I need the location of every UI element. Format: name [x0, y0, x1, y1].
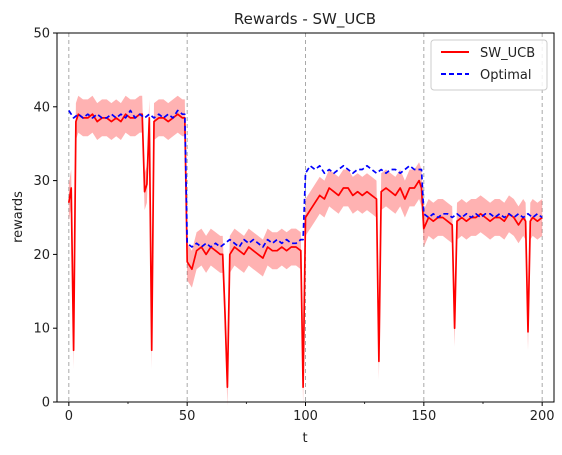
- chart-title: Rewards - SW_UCB: [234, 10, 376, 29]
- y-axis-label: rewards: [11, 191, 26, 243]
- y-tick-label: 20: [33, 248, 50, 263]
- legend-label-optimal: Optimal: [480, 68, 531, 83]
- series-line-optimal: [68, 109, 543, 248]
- x-tick-label: 150: [411, 409, 436, 424]
- legend-label-sw-ucb: SW_UCB: [480, 46, 535, 61]
- y-tick-label: 40: [33, 100, 50, 115]
- legend: SW_UCB Optimal: [430, 39, 548, 91]
- axis-ticks: 0 50 100 150 200 0 10 20 30 40 50: [33, 27, 554, 425]
- series-line-sw-ucb: [67, 113, 543, 389]
- plot-area: [67, 33, 543, 406]
- x-tick-label: 50: [179, 409, 196, 424]
- x-tick-label: 0: [65, 409, 73, 424]
- y-tick-label: 30: [33, 174, 50, 189]
- y-tick-label: 50: [33, 27, 50, 42]
- x-tick-label: 200: [530, 409, 555, 424]
- y-tick-label: 0: [42, 396, 50, 411]
- x-tick-label: 100: [293, 409, 318, 424]
- x-axis-label: t: [302, 431, 307, 446]
- sw-ucb-confidence-band: [68, 95, 543, 406]
- y-tick-label: 10: [33, 322, 50, 337]
